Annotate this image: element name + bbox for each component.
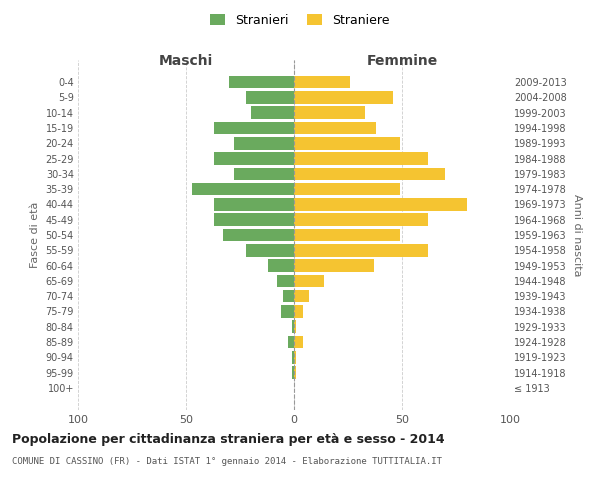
Bar [251, 106, 294, 119]
Bar [277, 274, 294, 287]
Bar [292, 366, 294, 379]
Bar [193, 183, 294, 196]
Bar [294, 183, 400, 196]
Bar [268, 260, 294, 272]
Bar [294, 320, 296, 333]
Bar [233, 137, 294, 149]
Bar [294, 366, 296, 379]
Legend: Stranieri, Straniere: Stranieri, Straniere [205, 8, 395, 32]
Bar [294, 351, 296, 364]
Bar [294, 198, 467, 210]
Bar [294, 91, 394, 104]
Bar [281, 305, 294, 318]
Text: Maschi: Maschi [159, 54, 213, 68]
Bar [214, 122, 294, 134]
Bar [294, 106, 365, 119]
Bar [214, 198, 294, 210]
Bar [223, 228, 294, 241]
Bar [294, 137, 400, 149]
Bar [294, 336, 302, 348]
Bar [294, 290, 309, 302]
Bar [214, 214, 294, 226]
Bar [287, 336, 294, 348]
Bar [294, 76, 350, 88]
Bar [247, 91, 294, 104]
Bar [294, 228, 400, 241]
Bar [294, 305, 302, 318]
Bar [233, 168, 294, 180]
Y-axis label: Anni di nascita: Anni di nascita [572, 194, 583, 276]
Bar [294, 244, 428, 256]
Bar [292, 351, 294, 364]
Text: Popolazione per cittadinanza straniera per età e sesso - 2014: Popolazione per cittadinanza straniera p… [12, 432, 445, 446]
Bar [292, 320, 294, 333]
Bar [247, 244, 294, 256]
Bar [294, 274, 324, 287]
Text: COMUNE DI CASSINO (FR) - Dati ISTAT 1° gennaio 2014 - Elaborazione TUTTITALIA.IT: COMUNE DI CASSINO (FR) - Dati ISTAT 1° g… [12, 458, 442, 466]
Bar [294, 214, 428, 226]
Bar [294, 168, 445, 180]
Bar [294, 260, 374, 272]
Bar [283, 290, 294, 302]
Text: Femmine: Femmine [367, 54, 437, 68]
Bar [294, 152, 428, 165]
Bar [214, 152, 294, 165]
Y-axis label: Fasce di età: Fasce di età [30, 202, 40, 268]
Bar [294, 122, 376, 134]
Bar [229, 76, 294, 88]
